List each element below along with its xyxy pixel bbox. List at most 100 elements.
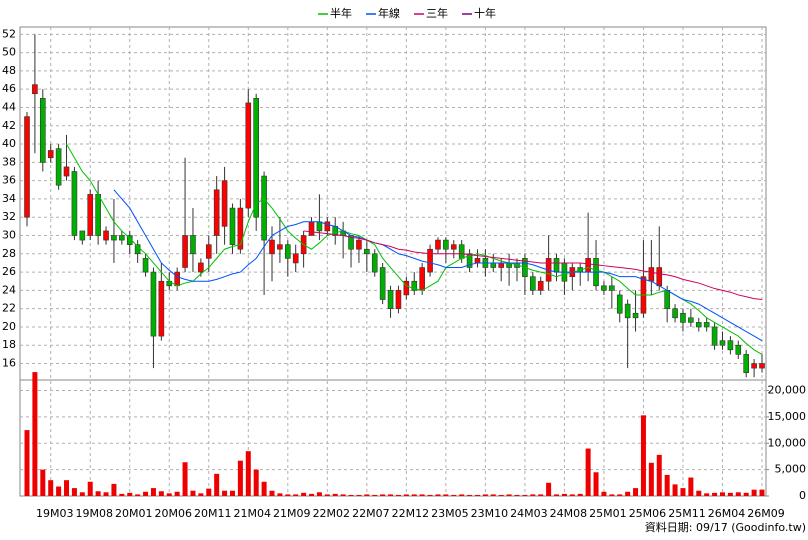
y2-tick-label: 20,000 [768,384,807,397]
volume-bar [174,491,180,496]
volume-bar [127,492,133,496]
candle-body [198,262,204,273]
volume-bar [593,472,599,496]
candle-body [743,354,749,373]
candle-body [624,303,631,319]
volume-bar [150,488,156,496]
candle-body [427,248,433,273]
volume-bar [214,473,220,496]
y-tick-label: 46 [2,82,16,95]
volume-bar [253,469,259,496]
y-tick-label: 32 [2,210,16,223]
volume-bar [395,494,401,496]
candle-body [213,189,220,236]
volume-bar [727,492,733,496]
volume-bar [380,494,386,496]
volume-bar [135,494,141,496]
candle-body [237,207,244,250]
candle-body [403,280,410,296]
volume-bar [103,492,109,496]
candle-body [356,239,362,250]
candle-body [158,280,165,337]
volume-bar [467,494,473,496]
candle-body [727,340,734,351]
candle-body [119,235,125,241]
candle-body [609,285,615,291]
candle-body [111,235,117,241]
candle-body [79,230,86,241]
volume-bar [735,492,741,496]
volume-bar [435,494,441,496]
y2-tick-label: 0 [799,489,806,502]
candle-body [450,244,457,250]
x-tick-label: 21M04 [234,507,272,520]
plot-frame [19,26,767,497]
volume-bar [348,494,354,496]
candle-body [95,194,101,236]
candle-body [55,148,62,186]
candle-body [656,267,663,287]
y-tick-label: 44 [2,100,16,113]
volume-bar [712,492,718,496]
candle-body [182,235,188,268]
legend-label: 半年 [330,6,352,20]
volume-bar [56,486,62,496]
volume-bar [158,491,164,496]
volume-bar [237,460,243,496]
volume-bar [64,480,70,496]
volume-bar [506,494,512,496]
candle-body [205,244,212,259]
volume-bar [482,494,488,496]
volume-bar [633,488,639,496]
volume-bar [316,492,322,496]
candle-body [680,312,686,323]
candle-body [458,244,465,259]
candle-body [695,322,702,328]
x-tick-label: 25M06 [629,507,667,520]
candle-body [40,98,46,163]
volume-bar [490,494,496,496]
volume-bar [522,494,528,496]
x-tick-label: 24M03 [510,507,548,520]
candle-body [292,253,299,264]
volume-bar [561,493,567,496]
volume-bar [324,494,330,496]
candle-body [371,253,378,273]
candle-body [32,84,38,95]
volume-bar [340,494,346,496]
ma-line [66,143,763,355]
volume-bar [87,481,93,496]
y-tick-label: 38 [2,155,16,168]
volume-bar [111,483,117,496]
volume-bar [40,469,46,496]
candle-body [126,235,133,245]
candle-body [229,207,236,245]
footer: 資料日期: 09/17 (Goodinfo.tw) [645,520,806,534]
volume-bar [672,484,678,496]
y2-tick-label: 15,000 [768,410,807,423]
x-tick-label: 23M10 [471,507,509,520]
candle-body [703,322,710,328]
volume-bar [577,493,583,496]
volume-bar [474,494,480,496]
volume-bar [498,494,504,496]
candle-body [498,262,504,268]
volume-bar [609,494,615,496]
volume-bar [119,493,125,496]
y-tick-label: 48 [2,64,16,77]
candle-body [316,221,323,232]
x-tick-label: 20M01 [115,507,153,520]
volume-bar [32,372,38,496]
volume-bar [309,493,315,496]
y-tick-label: 50 [2,46,16,59]
candle-body [672,308,678,319]
candle-body [395,290,402,309]
x-tick-label: 24M08 [550,507,588,520]
volume-bar [206,488,212,496]
candle-body [190,235,196,255]
candle-body [285,244,291,259]
volume-bar [24,430,30,496]
legend-label: 十年 [474,6,496,20]
candle-body [601,285,607,291]
volume-bar [656,454,662,496]
